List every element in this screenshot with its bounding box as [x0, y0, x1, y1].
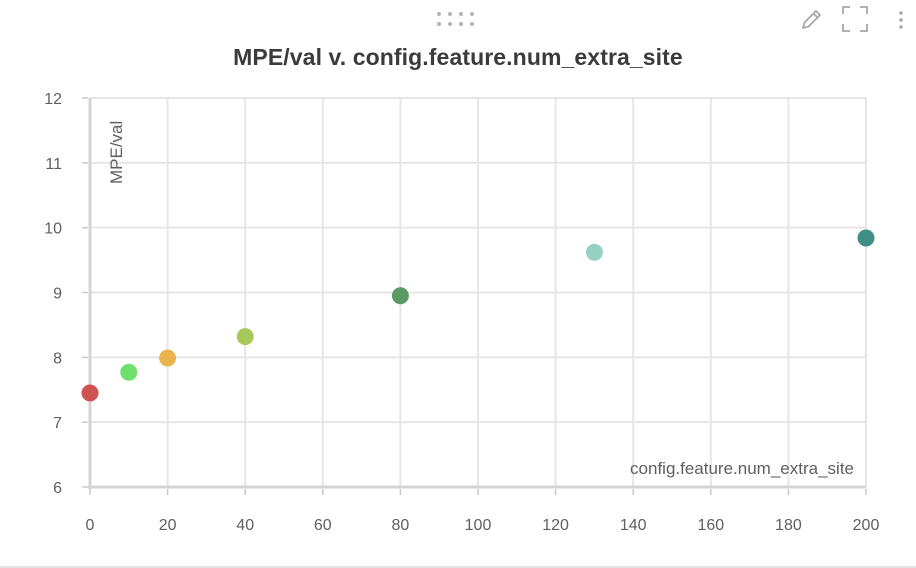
data-point[interactable]	[236, 328, 254, 346]
y-tick-label: 9	[53, 286, 62, 303]
x-tick-label: 0	[86, 517, 95, 534]
x-tick-label: 160	[697, 517, 724, 534]
y-tick-label: 7	[53, 415, 62, 432]
y-tick-label: 12	[44, 91, 62, 108]
fullscreen-button[interactable]	[840, 4, 870, 34]
y-tick-label: 10	[44, 221, 62, 238]
x-tick-label: 20	[159, 517, 177, 534]
x-tick-label: 60	[314, 517, 332, 534]
data-point[interactable]	[120, 363, 138, 381]
chart-title: MPE/val v. config.feature.num_extra_site	[233, 44, 683, 70]
y-tick-label: 11	[45, 156, 62, 173]
x-tick-label: 140	[620, 517, 647, 534]
x-tick-label: 120	[542, 517, 569, 534]
y-tick-label: 6	[53, 480, 62, 497]
x-tick-label: 100	[465, 517, 492, 534]
drag-dots-icon[interactable]	[435, 10, 481, 28]
more-options-button[interactable]	[888, 4, 914, 34]
data-point[interactable]	[81, 384, 99, 402]
x-tick-label: 200	[853, 517, 880, 534]
data-point[interactable]	[159, 349, 177, 367]
tick-labels: 0 20 40 60 80 100 120 140 160 180 200 6 7 8 9 10 11 12	[44, 91, 879, 534]
data-point[interactable]	[391, 287, 409, 305]
data-point[interactable]	[585, 243, 603, 261]
y-tick-label: 8	[53, 350, 62, 367]
x-axis-label: config.feature.num_extra_site	[630, 459, 854, 478]
expand-icon	[842, 6, 868, 32]
x-tick-label: 180	[775, 517, 802, 534]
pencil-icon	[802, 10, 821, 29]
x-tick-label: 40	[236, 517, 254, 534]
data-point[interactable]	[857, 229, 875, 247]
y-axis-label: MPE/val	[107, 121, 126, 184]
more-vertical-icon	[899, 11, 903, 29]
x-tick-label: 80	[392, 517, 410, 534]
grid-lines	[89, 97, 867, 488]
edit-button[interactable]	[796, 4, 826, 34]
data-points	[81, 229, 875, 402]
axes	[82, 97, 867, 495]
